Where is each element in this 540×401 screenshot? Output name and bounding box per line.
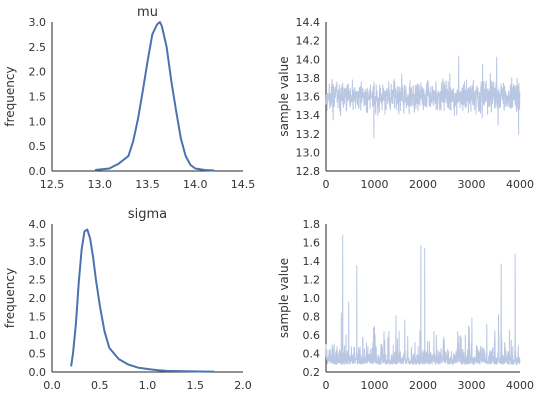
x-tick-label: 13.0: [88, 178, 113, 191]
panel-title: mu: [137, 5, 158, 20]
y-tick-label: 0.8: [303, 311, 321, 324]
density-curve: [70, 228, 215, 373]
y-tick-label: 2.5: [29, 274, 47, 287]
y-tick-label: 12.8: [296, 165, 321, 178]
x-tick-label: 2000: [409, 178, 437, 191]
panel-title: sigma: [128, 207, 167, 222]
x-tick-label: 0.5: [91, 379, 109, 392]
y-tick-label: 0.0: [29, 165, 47, 178]
y-tick-label: 13.4: [296, 109, 321, 122]
y-tick-label: 0.5: [29, 140, 47, 153]
y-axis-label: sample value: [277, 56, 291, 136]
y-tick-label: 3.5: [29, 237, 47, 250]
trace-line: [325, 234, 521, 367]
y-tick-label: 4.0: [29, 218, 47, 231]
sigma-density-panel: 0.0 0.5 1.0 1.5 2.0 0.0 0.5 1.0 1.5 2.0 2.5 3.0 3.5 4…: [3, 207, 252, 392]
y-tick-label: 2.0: [29, 66, 47, 79]
density-curve: [94, 21, 215, 172]
y-tick-label: 13.8: [296, 72, 321, 85]
x-tick-label: 1.5: [187, 379, 205, 392]
x-tick-label: 2000: [409, 379, 437, 392]
x-tick-label: 0: [323, 379, 330, 392]
y-tick-label: 1.0: [29, 115, 47, 128]
y-tick-label: 13.6: [296, 91, 321, 104]
x-tick-label: 2.0: [234, 379, 252, 392]
x-tick-label: 14.0: [183, 178, 208, 191]
y-tick-label: 1.2: [303, 274, 321, 287]
x-tick-label: 4000: [506, 379, 534, 392]
y-tick-label: 1.5: [29, 311, 47, 324]
y-tick-label: 0.2: [303, 366, 321, 379]
y-tick-label: 14.4: [296, 16, 321, 29]
x-tick-label: 13.5: [135, 178, 160, 191]
y-tick-label: 0.0: [29, 366, 47, 379]
y-tick-label: 2.5: [29, 41, 47, 54]
y-tick-label: 1.5: [29, 91, 47, 104]
x-tick-label: 1000: [361, 379, 389, 392]
y-axis-label: frequency: [3, 268, 17, 328]
sigma-trace-panel: 0 1000 2000 3000 4000 0.2 0.4 0.6 0.8 1.0 1.2 1.4 1.…: [277, 218, 534, 392]
x-tick-label: 14.5: [231, 178, 256, 191]
y-tick-label: 1.8: [303, 218, 321, 231]
x-tick-label: 12.5: [40, 178, 65, 191]
mu-trace-panel: 0 1000 2000 3000 4000 12.8 13.0 13.2 13.4 13.6 13.…: [277, 16, 534, 191]
y-tick-label: 3.0: [29, 16, 47, 29]
y-axis-label: sample value: [277, 258, 291, 338]
x-tick-label: 3000: [458, 178, 486, 191]
y-tick-label: 13.0: [296, 146, 321, 159]
y-tick-label: 0.5: [29, 348, 47, 361]
x-tick-label: 1000: [361, 178, 389, 191]
x-tick-label: 3000: [458, 379, 486, 392]
y-tick-label: 1.6: [303, 237, 321, 250]
y-tick-label: 1.4: [303, 255, 321, 268]
y-tick-label: 14.0: [296, 53, 321, 66]
x-tick-label: 4000: [506, 178, 534, 191]
y-axis-label: frequency: [3, 66, 17, 126]
trace-line: [325, 55, 521, 139]
x-tick-label: 0: [323, 178, 330, 191]
y-tick-label: 1.0: [303, 292, 321, 305]
y-tick-label: 2.0: [29, 292, 47, 305]
y-tick-label: 14.2: [296, 35, 321, 48]
y-tick-label: 0.4: [303, 348, 321, 361]
x-tick-label: 0.0: [43, 379, 61, 392]
x-tick-label: 1.0: [139, 379, 157, 392]
y-tick-label: 1.0: [29, 329, 47, 342]
y-tick-label: 13.2: [296, 128, 321, 141]
mu-density-panel: 12.5 13.0 13.5 14.0 14.5 0.0 0.5 1.0 1.5 2.0 2.5 3.…: [3, 5, 255, 191]
y-tick-label: 3.0: [29, 255, 47, 268]
y-tick-label: 0.6: [303, 329, 321, 342]
